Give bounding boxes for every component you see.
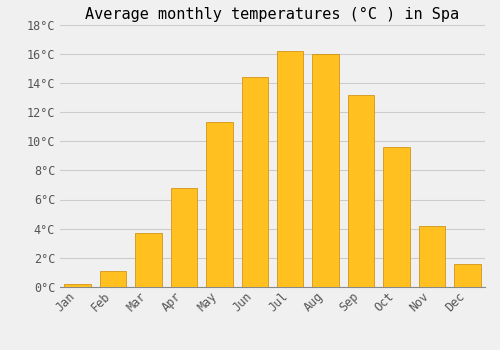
Title: Average monthly temperatures (°C ) in Spa: Average monthly temperatures (°C ) in Sp… <box>86 7 460 22</box>
Bar <box>170 188 197 287</box>
Bar <box>206 122 233 287</box>
Bar <box>418 226 445 287</box>
Bar <box>100 271 126 287</box>
Bar <box>383 147 409 287</box>
Bar <box>242 77 268 287</box>
Bar <box>136 233 162 287</box>
Bar <box>64 284 91 287</box>
Bar <box>277 51 303 287</box>
Bar <box>312 54 339 287</box>
Bar <box>454 264 480 287</box>
Bar <box>348 94 374 287</box>
